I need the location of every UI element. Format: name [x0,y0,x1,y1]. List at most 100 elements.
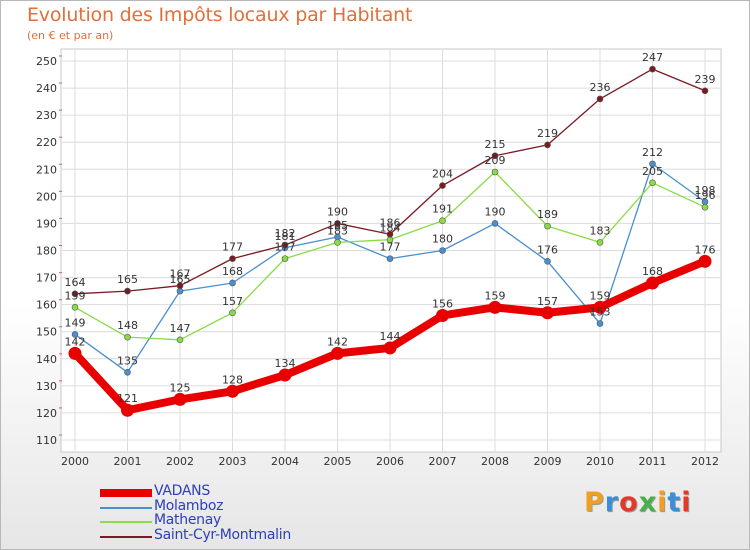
data-label-vadans: 142 [327,335,348,348]
data-point-vadans [436,308,449,322]
y-tick-label: 160 [36,299,57,312]
data-label-mathenay: 177 [275,241,296,254]
data-point-vadans [541,306,554,320]
data-label-molamboz: 212 [642,146,663,159]
data-point-molamboz [544,258,551,265]
data-point-molamboz [649,160,656,168]
data-point-saint-cyr-montmalin [649,65,656,73]
data-label-saint-cyr-montmalin: 239 [695,73,716,86]
data-label-molamboz: 177 [380,241,401,254]
data-point-vadans [278,368,292,382]
data-point-saint-cyr-montmalin [544,141,551,149]
data-point-mathenay [701,203,709,211]
y-tick-label: 130 [36,380,57,393]
data-point-molamboz [124,369,131,376]
x-tick-label: 2004 [271,455,299,468]
data-label-mathenay: 148 [117,319,138,332]
data-label-vadans: 159 [590,289,611,302]
x-tick-label: 2000 [61,455,89,468]
data-label-molamboz: 185 [327,219,348,232]
data-label-saint-cyr-montmalin: 164 [65,276,86,289]
data-label-molamboz: 153 [590,306,611,319]
data-label-saint-cyr-montmalin: 165 [117,273,138,286]
data-label-molamboz: 176 [537,243,558,256]
x-tick-label: 2010 [586,455,614,468]
data-label-molamboz: 149 [65,316,86,329]
data-label-mathenay: 189 [537,208,558,221]
data-label-vadans: 157 [537,295,558,308]
data-label-saint-cyr-montmalin: 236 [590,81,611,94]
data-point-saint-cyr-montmalin [334,220,341,227]
x-tick-label: 2005 [324,455,352,468]
y-tick-label: 230 [36,109,57,122]
data-label-molamboz: 181 [275,230,296,243]
data-label-vadans: 134 [275,357,296,370]
data-labels: 1491351651681811851771801901761532121981… [65,51,716,405]
series-lines [68,65,712,417]
legend-label-molamboz: Molamboz [154,497,224,514]
data-point-mathenay [491,168,499,176]
y-tick-label: 200 [36,190,57,203]
data-point-mathenay [229,309,236,317]
x-tick-label: 2002 [166,455,194,468]
data-point-mathenay [176,336,184,344]
data-label-mathenay: 191 [432,203,453,216]
data-label-molamboz: 165 [170,273,191,286]
data-label-vadans: 156 [432,297,453,310]
x-tick-label: 2012 [691,455,719,468]
data-point-saint-cyr-montmalin [71,290,79,298]
data-label-molamboz: 135 [117,354,138,367]
logo-letter: i [657,487,668,518]
data-label-saint-cyr-montmalin: 215 [485,138,506,151]
data-point-saint-cyr-montmalin [701,87,709,95]
y-tick-label: 170 [36,272,57,285]
legend-label-mathenay: Mathenay [154,512,221,528]
y-tick-label: 190 [36,217,57,230]
data-label-saint-cyr-montmalin: 167 [170,268,191,281]
data-label-molamboz: 198 [695,184,716,197]
data-point-vadans [331,346,344,360]
data-point-vadans [698,254,712,268]
data-label-saint-cyr-montmalin: 204 [432,168,453,181]
data-point-vadans [226,384,239,398]
data-label-vadans: 142 [65,335,86,348]
data-label-vadans: 159 [485,289,506,302]
data-point-saint-cyr-montmalin [124,287,131,295]
data-label-mathenay: 183 [327,224,348,237]
logo-letter: P [584,487,605,518]
data-point-molamboz [386,255,394,262]
data-point-molamboz [176,287,184,295]
data-label-mathenay: 147 [170,322,191,335]
data-label-mathenay: 196 [695,189,716,202]
data-label-saint-cyr-montmalin: 219 [537,127,558,140]
logo-letter: t [667,487,682,518]
data-point-saint-cyr-montmalin [439,182,446,189]
data-point-mathenay [439,217,446,225]
data-point-mathenay [124,333,131,341]
data-label-vadans: 128 [222,373,243,386]
data-label-molamboz: 180 [432,233,453,246]
data-point-mathenay [596,239,604,246]
data-point-molamboz [71,331,79,338]
y-tick-label: 240 [36,82,57,95]
data-point-vadans [68,346,82,360]
grid [60,48,722,453]
x-tick-label: 2009 [534,455,562,468]
data-label-mathenay: 209 [485,154,506,167]
y-tick-label: 180 [36,245,57,258]
data-point-saint-cyr-montmalin [176,282,184,289]
y-tick-label: 220 [36,136,57,149]
x-tick-label: 2003 [219,455,247,468]
data-label-mathenay: 183 [590,224,611,237]
data-label-saint-cyr-montmalin: 190 [327,205,348,218]
data-label-saint-cyr-montmalin: 182 [275,227,296,240]
data-point-saint-cyr-montmalin [491,152,499,160]
data-label-molamboz: 168 [222,265,243,278]
data-point-saint-cyr-montmalin [281,241,289,249]
data-point-mathenay [281,255,289,262]
data-label-vadans: 168 [642,265,663,278]
logo-letter: i [681,487,692,518]
legend-swatch-vadans [100,489,152,497]
logo-letter: o [619,487,639,518]
